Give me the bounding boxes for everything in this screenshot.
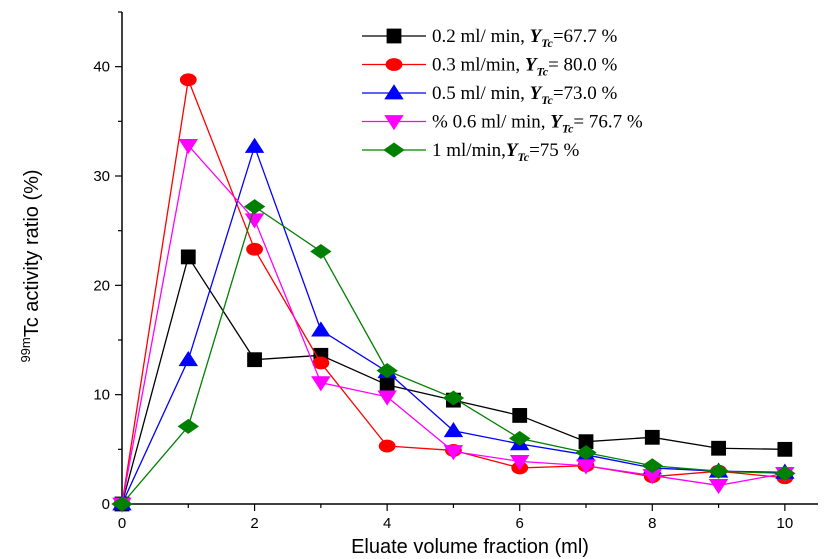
legend-label: 0.2 ml/ min, YTc=67.7 % [432,26,618,50]
y-tick-label: 30 [93,168,110,185]
y-axis-title: 99mTc activity ratio (%) [18,169,43,362]
data-point [178,350,199,367]
y-axis-title-superscript: 99m [18,337,33,362]
data-point [509,430,531,446]
legend-marker [384,115,404,131]
data-point [777,441,793,457]
data-point [243,199,266,215]
legend-entry: 0.2 ml/ min, YTc=67.7 % [362,26,618,50]
data-point [310,243,332,259]
series-1 [114,249,793,512]
data-point [644,429,660,445]
series-line [121,255,785,505]
svg-text:99mTc activity ratio (%): 99mTc activity ratio (%) [18,169,43,362]
data-point [641,458,663,474]
series-4 [112,138,795,513]
y-tick-label: 20 [93,277,110,294]
legend-label: % 0.6 ml/ min, YTc= 76.7 % [432,112,643,136]
legend-label: 1 ml/min,YTc=75 % [432,140,580,164]
legend-label: 0.3 ml/min, YTc= 80.0 % [432,55,618,79]
y-tick-label: 40 [93,59,110,76]
x-tick-label: 6 [516,515,524,532]
data-point [244,137,265,153]
data-point [443,422,464,438]
legend-marker [384,84,404,100]
y-axis-title-main: Tc activity ratio (%) [21,169,43,337]
data-point [575,445,597,461]
data-point [246,242,263,256]
series-5 [111,199,796,512]
data-point [177,418,199,434]
data-point [708,479,729,495]
data-point [512,408,528,423]
legend-entry: 0.5 ml/ min, YTc=73.0 % [362,83,618,107]
data-point [376,363,398,379]
data-point [179,73,197,87]
data-point [509,454,530,471]
data-point [442,390,465,406]
series-layer [111,73,796,513]
legend-marker [385,58,403,71]
y-tick-label: 10 [93,387,110,404]
x-tick-label: 0 [118,515,126,532]
data-point [311,376,331,392]
x-tick-label: 4 [383,515,391,532]
legend-marker [383,142,405,158]
x-tick-label: 10 [777,515,794,532]
data-point [707,463,730,479]
x-tick-label: 2 [250,515,258,532]
x-tick-label: 8 [648,515,656,532]
legend-label: 0.5 ml/ min, YTc=73.0 % [432,83,618,107]
legend-entry: 0.3 ml/min, YTc= 80.0 % [362,55,618,79]
legend-entry: 1 ml/min,YTc=75 % [362,140,580,164]
data-point [378,439,396,453]
y-tick-label: 0 [102,496,110,513]
legend-marker [386,28,402,44]
data-point [111,496,133,512]
data-point [379,377,395,393]
legend-entry: % 0.6 ml/ min, YTc= 76.7 % [362,112,643,136]
legend: 0.2 ml/ min, YTc=67.7 % 0.3 ml/min, YTc= … [362,26,643,164]
data-point [247,352,262,368]
data-point [443,445,464,461]
data-point [711,440,726,456]
data-point [180,249,196,265]
data-point [774,465,796,481]
data-point [377,390,397,406]
data-point [178,138,199,155]
x-axis-title: Eluate volume fraction (ml) [351,536,589,558]
data-point [311,321,331,337]
axes: 0 2 4 6 8 10 0 10 20 30 40 [93,11,818,532]
